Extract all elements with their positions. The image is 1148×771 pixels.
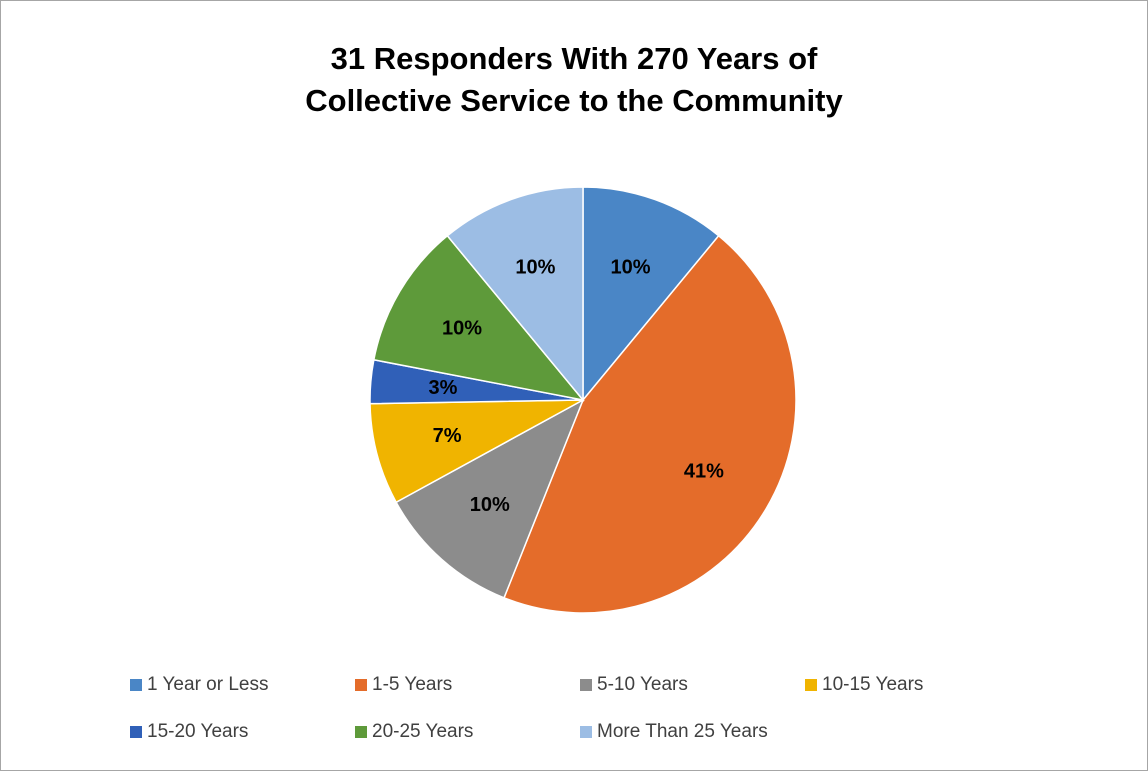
- legend-swatch: [130, 679, 142, 691]
- legend-label: 20-25 Years: [372, 721, 474, 742]
- data-label-1-5-years: 41%: [684, 461, 724, 483]
- legend-label: More Than 25 Years: [597, 721, 768, 742]
- legend-item-15-20-years: 15-20 Years: [130, 721, 248, 743]
- pie-slice-1-5-years: [503, 234, 797, 614]
- pie-slice-20-25-years: [372, 234, 585, 402]
- data-label-5-10-years: 10%: [470, 494, 510, 516]
- legend-label: 5-10 Years: [597, 674, 688, 695]
- legend-swatch: [580, 726, 592, 738]
- data-label-20-25-years: 10%: [442, 317, 482, 339]
- data-label-15-20-years: 3%: [428, 377, 457, 399]
- legend-item-more-than-25-years: More Than 25 Years: [580, 721, 768, 743]
- legend-label: 15-20 Years: [147, 721, 249, 742]
- legend-item-20-25-years: 20-25 Years: [355, 721, 473, 743]
- legend-label: 10-15 Years: [822, 674, 924, 695]
- data-label-1-year-or-less: 10%: [611, 257, 651, 279]
- legend-swatch: [355, 679, 367, 691]
- pie-slice-10-15-years: [369, 399, 584, 504]
- legend-swatch: [805, 679, 817, 691]
- legend-swatch: [355, 726, 367, 738]
- legend-item-1-5-years: 1-5 Years: [355, 674, 452, 696]
- pie-slice-5-10-years: [395, 398, 585, 599]
- data-label-more-than-25-years: 10%: [515, 257, 555, 279]
- legend-item-5-10-years: 5-10 Years: [580, 674, 688, 696]
- data-label-10-15-years: 7%: [433, 425, 462, 447]
- legend-label: 1-5 Years: [372, 674, 453, 695]
- pie-slice-1-year-or-less: [582, 186, 720, 403]
- legend-item-10-15-years: 10-15 Years: [805, 674, 923, 696]
- chart-title: 31 Responders With 270 Years of Collecti…: [0, 38, 1148, 122]
- chart-title-line-1: 31 Responders With 270 Years of: [330, 41, 818, 76]
- legend-item-1-year-or-less: 1 Year or Less: [130, 674, 268, 696]
- pie-slice-more-than-25-years: [446, 186, 584, 403]
- legend-swatch: [580, 679, 592, 691]
- legend-swatch: [130, 726, 142, 738]
- legend-label: 1 Year or Less: [147, 674, 269, 695]
- chart-title-line-2: Collective Service to the Community: [305, 83, 843, 118]
